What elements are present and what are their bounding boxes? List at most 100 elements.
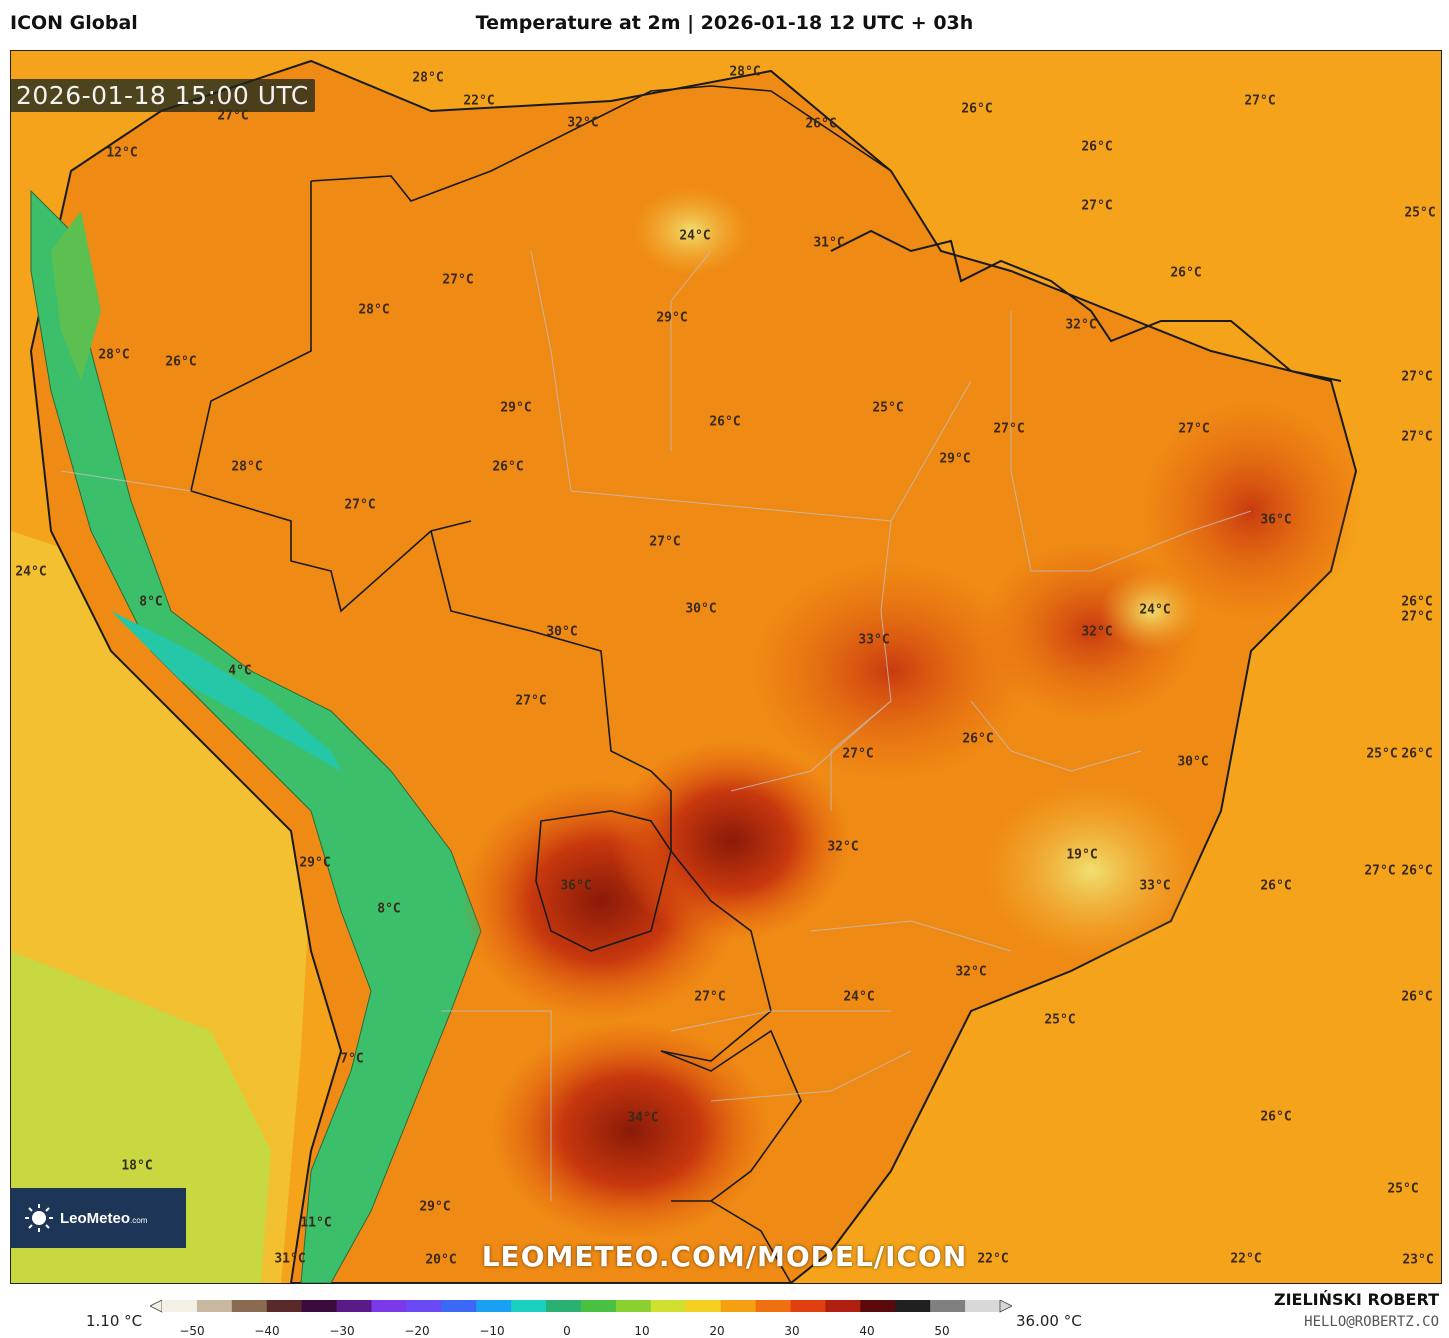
scale-min-label: 1.10 °C	[86, 1312, 143, 1330]
temperature-label: 36°C	[560, 878, 592, 894]
temperature-label: 25°C	[872, 400, 904, 416]
colorbar-cell	[546, 1300, 582, 1312]
author-name: ZIELIŃSKI ROBERT	[1273, 1290, 1439, 1309]
colorbar-tick-label: −40	[254, 1324, 280, 1338]
temperature-label: 29°C	[939, 451, 971, 467]
colorbar-cell	[685, 1300, 722, 1312]
colorbar-arrow-left	[150, 1300, 163, 1313]
temperature-label: 27°C	[842, 746, 874, 762]
temperature-label: 36°C	[1260, 512, 1292, 528]
colorbar-cell	[790, 1300, 826, 1312]
temperature-label: 22°C	[1230, 1251, 1262, 1267]
temperature-label: 29°C	[656, 310, 688, 326]
temperature-label: 28°C	[412, 70, 444, 86]
logo-name: LeoMeteo	[60, 1209, 131, 1227]
temperature-label: 26°C	[962, 731, 994, 747]
temperature-label: 19°C	[1066, 847, 1098, 863]
colorbar-cell	[615, 1300, 652, 1312]
temperature-label: 27°C	[217, 108, 249, 124]
andes-cold-core	[111, 611, 361, 811]
temperature-label: 25°C	[1404, 205, 1436, 221]
temperature-label: 26°C	[1401, 863, 1433, 879]
temperature-label: 32°C	[827, 839, 859, 855]
temperature-label: 30°C	[685, 601, 717, 617]
model-title: ICON Global	[10, 12, 138, 34]
colorbar-cell	[336, 1300, 372, 1312]
temperature-label: 4°C	[228, 663, 252, 679]
colorbar-tick-label: 0	[563, 1324, 571, 1338]
temperature-label: 26°C	[805, 116, 837, 132]
temperature-label: 27°C	[515, 693, 547, 709]
temperature-label: 28°C	[98, 347, 130, 363]
temperature-label: 26°C	[1170, 265, 1202, 281]
temperature-label: 27°C	[1401, 369, 1433, 385]
temperature-label: 27°C	[1081, 198, 1113, 214]
country-borders	[190, 85, 892, 1283]
temperature-label: 28°C	[729, 64, 761, 80]
color-scale-bar	[150, 1300, 1012, 1313]
colorbar-cell	[301, 1300, 338, 1312]
temperature-label: 26°C	[1260, 1109, 1292, 1125]
temperature-label: 28°C	[358, 302, 390, 318]
temperature-label: 8°C	[139, 594, 163, 610]
temperature-label: 25°C	[1366, 746, 1398, 762]
temperature-map	[10, 50, 1442, 1284]
map-canvas	[11, 51, 1441, 1283]
temperature-label: 26°C	[1401, 594, 1433, 610]
temperature-label: 30°C	[1177, 754, 1209, 770]
colorbar-cell	[162, 1300, 198, 1312]
cool-zone-chapada	[1101, 571, 1201, 651]
temperature-label: 22°C	[977, 1251, 1009, 1267]
temperature-label: 27°C	[442, 272, 474, 288]
colorbar-cell	[196, 1300, 233, 1312]
colorbar-cell	[650, 1300, 687, 1312]
colorbar-tick-label: −20	[404, 1324, 430, 1338]
temperature-label: 27°C	[1244, 93, 1276, 109]
temperature-label: 27°C	[1178, 421, 1210, 437]
temperature-label: 24°C	[843, 989, 875, 1005]
temperature-label: 32°C	[955, 964, 987, 980]
hot-zone-central	[751, 561, 1031, 781]
temperature-label: 18°C	[121, 1158, 153, 1174]
temperature-label: 34°C	[627, 1110, 659, 1126]
temperature-label: 27°C	[1401, 429, 1433, 445]
colorbar-cell	[441, 1300, 477, 1312]
temperature-label: 33°C	[858, 632, 890, 648]
temperature-label: 29°C	[299, 855, 331, 871]
temperature-label: 30°C	[546, 624, 578, 640]
cool-zone-guyana	[631, 186, 751, 276]
sun-icon	[25, 1204, 53, 1232]
state-borders	[60, 250, 1252, 1201]
colorbar-cell	[965, 1300, 1001, 1312]
colorbar-cell	[825, 1300, 861, 1312]
colorbar-tick-label: 20	[709, 1324, 725, 1338]
temperature-label: 27°C	[649, 534, 681, 550]
temperature-label: 32°C	[1065, 317, 1097, 333]
temperature-label: 22°C	[463, 93, 495, 109]
colorbar-cell	[581, 1300, 617, 1312]
temperature-label: 12°C	[106, 145, 138, 161]
map-title: Temperature at 2m | 2026-01-18 12 UTC + …	[475, 12, 974, 34]
temperature-label: 31°C	[813, 235, 845, 251]
colorbar-cell	[266, 1300, 303, 1312]
temperature-label: 20°C	[425, 1252, 457, 1268]
colorbar-cell	[860, 1300, 896, 1312]
colorbar-cell	[476, 1300, 512, 1312]
temperature-label: 32°C	[567, 115, 599, 131]
temperature-label: 25°C	[1044, 1012, 1076, 1028]
leometeo-logo: LeoMeteo.com	[10, 1188, 186, 1248]
temperature-label: 26°C	[961, 101, 993, 117]
scale-max-label: 36.00 °C	[1016, 1312, 1082, 1330]
watermark-url: LEOMETEO.COM/MODEL/ICON	[481, 1240, 968, 1273]
temperature-label: 26°C	[492, 459, 524, 475]
temperature-label: 31°C	[274, 1251, 306, 1267]
temperature-label: 24°C	[15, 564, 47, 580]
colorbar-cell	[720, 1300, 757, 1312]
temperature-label: 29°C	[419, 1199, 451, 1215]
hot-zone-pantanal	[611, 741, 851, 941]
colorbar-tick-label: −50	[179, 1324, 205, 1338]
colorbar-tick-label: 40	[859, 1324, 875, 1338]
temperature-label: 24°C	[1139, 602, 1171, 618]
colorbar-cell	[755, 1300, 791, 1312]
temperature-label: 27°C	[993, 421, 1025, 437]
